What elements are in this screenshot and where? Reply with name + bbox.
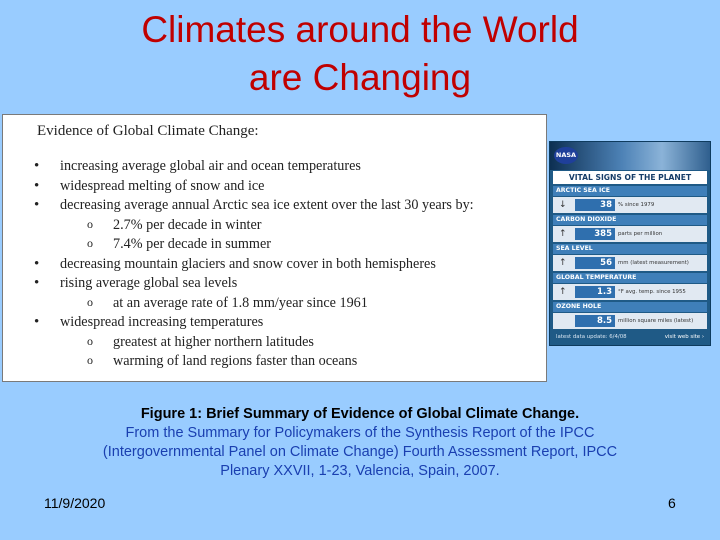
evidence-item: rising average global sea levels	[33, 274, 474, 294]
vital-sign-category: ARCTIC SEA ICE	[553, 186, 707, 196]
arrow-up-icon: ↑	[559, 258, 567, 268]
vital-sign-box: 8.5 million square miles (latest)	[553, 313, 707, 329]
vital-sign-row: SEA LEVEL ↑ 56 mm (latest measurement)	[553, 244, 707, 272]
evidence-item: widespread melting of snow and ice	[33, 177, 474, 197]
slide-date: 11/9/2020	[44, 495, 106, 511]
figure-source-line: (Intergovernmental Panel on Climate Chan…	[102, 444, 618, 460]
vital-sign-box: ↑ 56 mm (latest measurement)	[553, 255, 707, 271]
visit-website-link: visit web site ›	[664, 334, 704, 340]
vital-sign-value: 38	[575, 199, 615, 211]
evidence-item: decreasing average annual Arctic sea ice…	[33, 196, 474, 216]
vital-sign-value: 1.3	[575, 286, 615, 298]
slide-title-line-1: Climates around the World	[141, 9, 579, 50]
vital-sign-unit: parts per million	[618, 231, 663, 237]
vital-sign-unit: °F avg. temp. since 1955	[618, 289, 686, 295]
nasa-logo: NASA	[554, 147, 578, 164]
evidence-subitem: greatest at higher northern latitudes	[33, 332, 474, 353]
arrow-up-icon: ↑	[559, 287, 567, 297]
vital-sign-box: ↑ 1.3 °F avg. temp. since 1955	[553, 284, 707, 300]
slide-page-number: 6	[668, 495, 676, 511]
vital-sign-value: 8.5	[575, 315, 615, 327]
vital-sign-unit: million square miles (latest)	[618, 318, 694, 324]
vital-sign-row: CARBON DIOXIDE ↑ 385 parts per million	[553, 215, 707, 243]
slide-title-line-2: are Changing	[248, 57, 472, 98]
evidence-item: decreasing mountain glaciers and snow co…	[33, 255, 474, 275]
evidence-subitem: 2.7% per decade in winter	[33, 215, 474, 236]
slide-title: Climates around the World are Changing	[0, 6, 720, 102]
data-update-text: latest data update: 6/4/08	[556, 334, 627, 340]
vital-sign-row: OZONE HOLE 8.5 million square miles (lat…	[553, 302, 707, 330]
evidence-item: increasing average global air and ocean …	[33, 157, 474, 177]
evidence-subitem: 7.4% per decade in summer	[33, 234, 474, 255]
figure-source: From the Summary for Policymakers of the…	[40, 424, 680, 481]
vital-sign-row: ARCTIC SEA ICE ↓ 38 % since 1979	[553, 186, 707, 214]
figure-caption: Figure 1: Brief Summary of Evidence of G…	[140, 406, 580, 422]
arrow-up-icon: ↑	[559, 229, 567, 239]
vital-sign-category: SEA LEVEL	[553, 244, 707, 254]
vital-sign-category: GLOBAL TEMPERATURE	[553, 273, 707, 283]
vital-sign-row: GLOBAL TEMPERATURE ↑ 1.3 °F avg. temp. s…	[553, 273, 707, 301]
evidence-panel: Evidence of Global Climate Change: incre…	[2, 114, 547, 382]
evidence-subitem: at an average rate of 1.8 mm/year since …	[33, 293, 474, 314]
figure-source-line: Plenary XXVII, 1-23, Valencia, Spain, 20…	[220, 463, 500, 479]
vital-sign-category: OZONE HOLE	[553, 302, 707, 312]
evidence-item: widespread increasing temperatures	[33, 313, 474, 333]
vital-sign-value: 56	[575, 257, 615, 269]
vital-sign-box: ↓ 38 % since 1979	[553, 197, 707, 213]
vital-signs-header: VITAL SIGNS OF THE PLANET	[553, 171, 707, 184]
widget-footer: latest data update: 6/4/08 visit web sit…	[553, 331, 707, 343]
vital-sign-unit: mm (latest measurement)	[618, 260, 689, 266]
evidence-list: increasing average global air and ocean …	[33, 157, 474, 372]
vital-sign-box: ↑ 385 parts per million	[553, 226, 707, 242]
vital-sign-unit: % since 1979	[618, 202, 655, 208]
evidence-subitem: warming of land regions faster than ocea…	[33, 351, 474, 372]
evidence-heading: Evidence of Global Climate Change:	[37, 123, 259, 139]
figure-source-line: From the Summary for Policymakers of the…	[125, 425, 595, 441]
arrow-down-icon: ↓	[559, 200, 567, 210]
vital-sign-category: CARBON DIOXIDE	[553, 215, 707, 225]
vital-sign-value: 385	[575, 228, 615, 240]
nasa-vital-signs-widget: NASA VITAL SIGNS OF THE PLANET ARCTIC SE…	[549, 141, 711, 346]
earth-banner-image: NASA	[550, 142, 710, 170]
